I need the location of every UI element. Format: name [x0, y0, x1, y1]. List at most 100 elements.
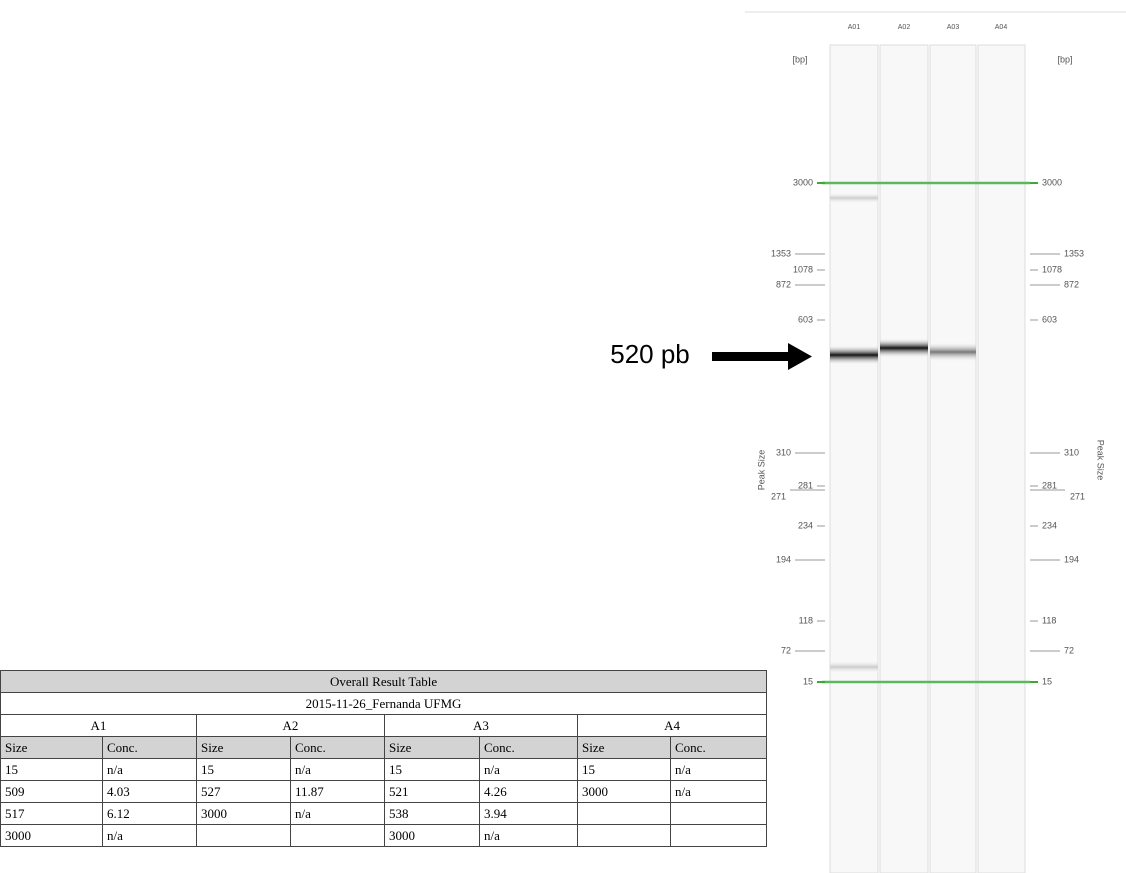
- ladder-label-right: 271: [1070, 491, 1085, 501]
- ladder-label-left: 118: [799, 615, 813, 625]
- table-cell: n/a: [671, 759, 767, 781]
- table-cell: A2: [197, 715, 385, 737]
- table-cell: n/a: [291, 803, 385, 825]
- table-cell: [291, 825, 385, 847]
- band: [830, 660, 878, 674]
- lane-label: A03: [947, 24, 960, 31]
- unit-right: [bp]: [1057, 54, 1072, 64]
- unit-left: [bp]: [792, 54, 807, 64]
- ladder-label-left: 281: [798, 480, 813, 490]
- table-cell: A3: [385, 715, 578, 737]
- table-cell: Size: [385, 737, 480, 759]
- table-cell: 11.87: [291, 781, 385, 803]
- table-cell: 538: [385, 803, 480, 825]
- table-row: 3000n/a3000n/a: [1, 825, 767, 847]
- ladder-label-right: 15: [1042, 676, 1052, 686]
- table-cell: 6.12: [103, 803, 197, 825]
- band: [830, 192, 878, 204]
- table-cell: n/a: [671, 781, 767, 803]
- table-cell: A4: [578, 715, 767, 737]
- ladder-label-left: 234: [798, 520, 813, 530]
- table-cell: [578, 803, 671, 825]
- ladder-label-right: 1078: [1042, 264, 1062, 274]
- table-cell: n/a: [480, 825, 578, 847]
- arrow-head: [788, 343, 812, 370]
- ladder-label-right: 3000: [1042, 177, 1062, 187]
- ladder-label-right: 72: [1064, 645, 1074, 655]
- table-cell: 3000: [578, 781, 671, 803]
- ladder-label-left: 72: [781, 645, 791, 655]
- table-cell: Size: [1, 737, 103, 759]
- ladder-label-right: 310: [1064, 447, 1079, 457]
- table-cell: 15: [578, 759, 671, 781]
- lane: [880, 45, 928, 873]
- table-cell: 3000: [385, 825, 480, 847]
- table-cell: Conc.: [671, 737, 767, 759]
- ladder-label-right: 603: [1042, 314, 1057, 324]
- table-cell: 527: [197, 781, 291, 803]
- table-cell: 517: [1, 803, 103, 825]
- table-cell: 3000: [197, 803, 291, 825]
- table-cell: [671, 803, 767, 825]
- ladder-label-right: 118: [1042, 615, 1056, 625]
- table-cell: Conc.: [291, 737, 385, 759]
- table-cell: 2015-11-26_Fernanda UFMG: [1, 693, 767, 715]
- table-cell: 4.03: [103, 781, 197, 803]
- lane-label: A01: [848, 24, 861, 31]
- table-cell: Size: [197, 737, 291, 759]
- axis-label-left: Peak Size: [756, 450, 766, 491]
- ladder-label-right: 194: [1064, 554, 1079, 564]
- table-cell: A1: [1, 715, 197, 737]
- ladder-label-left: 603: [798, 314, 813, 324]
- table-cell: n/a: [103, 759, 197, 781]
- band: [880, 338, 928, 358]
- table-cell: 509: [1, 781, 103, 803]
- ladder-label-right: 1353: [1064, 248, 1084, 258]
- ladder-label-left: 194: [776, 554, 791, 564]
- ladder-label-left: 271: [771, 491, 786, 501]
- ladder-label-right: 872: [1064, 279, 1079, 289]
- table-cell: Size: [578, 737, 671, 759]
- band: [930, 342, 976, 362]
- table-row: Overall Result Table: [1, 671, 767, 693]
- table-cell: 4.26: [480, 781, 578, 803]
- annotation: 520 pb: [610, 339, 690, 369]
- lane: [978, 45, 1025, 873]
- ladder-label-right: 234: [1042, 520, 1057, 530]
- lane: [930, 45, 976, 873]
- lane-label: A04: [995, 24, 1008, 31]
- table-cell: 15: [197, 759, 291, 781]
- table-cell: [197, 825, 291, 847]
- ladder-label-left: 1078: [793, 264, 813, 274]
- table-cell: n/a: [103, 825, 197, 847]
- ladder-label-left: 1353: [771, 248, 791, 258]
- page: {"gel": {"lanes": ["A01", "A02", "A03", …: [0, 0, 1126, 873]
- ladder-label-left: 15: [803, 676, 813, 686]
- table-cell: 521: [385, 781, 480, 803]
- table-cell: n/a: [291, 759, 385, 781]
- ladder-label-right: 281: [1042, 480, 1057, 490]
- table-cell: Overall Result Table: [1, 671, 767, 693]
- table-cell: [671, 825, 767, 847]
- table-cell: [578, 825, 671, 847]
- table-cell: n/a: [480, 759, 578, 781]
- ladder-label-left: 3000: [793, 177, 813, 187]
- arrow: [712, 343, 812, 370]
- table-cell: Conc.: [480, 737, 578, 759]
- table-cell: 3.94: [480, 803, 578, 825]
- table-row: 2015-11-26_Fernanda UFMG: [1, 693, 767, 715]
- ladder-label-left: 872: [776, 279, 791, 289]
- table-cell: 15: [1, 759, 103, 781]
- ladder-label-left: 310: [776, 447, 791, 457]
- lane: [830, 45, 878, 873]
- lanes: [830, 45, 1025, 873]
- table-cell: 15: [385, 759, 480, 781]
- axis-label-right: Peak Size: [1096, 440, 1106, 481]
- table-cell: Conc.: [103, 737, 197, 759]
